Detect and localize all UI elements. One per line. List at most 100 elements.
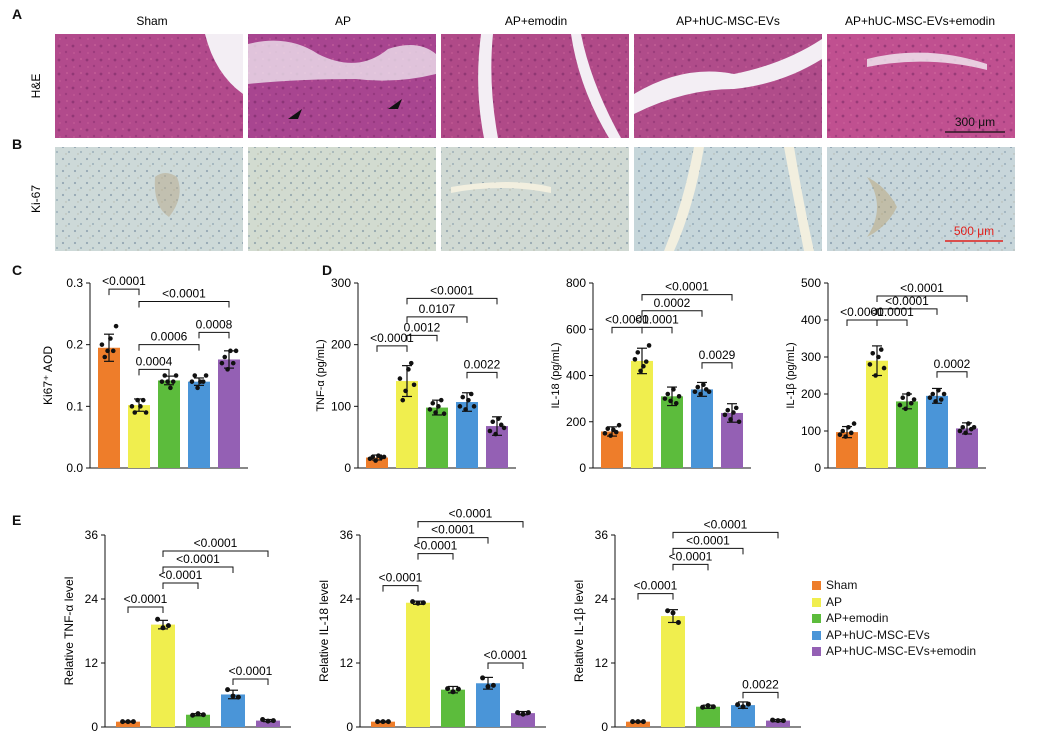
- data-point: [933, 399, 938, 404]
- significance-bracket: <0.0001: [641, 280, 733, 301]
- data-point: [641, 363, 646, 369]
- data-point: [228, 348, 233, 354]
- bar-1: [98, 347, 120, 468]
- data-point: [957, 428, 963, 434]
- tissue-gap: [784, 147, 814, 251]
- data-point: [113, 323, 119, 329]
- bracket-line: [162, 582, 199, 589]
- data-point: [930, 391, 936, 397]
- data-point: [881, 365, 887, 371]
- data-point: [457, 404, 463, 409]
- y-tick-label: 12: [340, 656, 354, 670]
- data-point: [613, 429, 619, 435]
- significance-bracket: <0.0001: [162, 552, 234, 573]
- data-point: [848, 430, 854, 436]
- bracket-line: [611, 326, 643, 334]
- chart-relative-tnf-alpha: 0 12 24 36 Relative TNF-α level <0.0001 <0.000…: [62, 528, 291, 734]
- data-point: [731, 410, 736, 415]
- legend-label: Sham: [826, 578, 858, 592]
- bar-4: [476, 683, 500, 727]
- bracket-line: [641, 310, 703, 317]
- micrograph-texture: [441, 147, 629, 251]
- data-point: [385, 719, 391, 725]
- p-value-label: <0.0001: [900, 281, 944, 295]
- significance-bracket: <0.0001: [102, 274, 146, 296]
- data-point: [160, 625, 166, 631]
- tissue-gap: [154, 173, 180, 217]
- p-value-label: 0.0008: [196, 317, 233, 331]
- data-point: [515, 710, 521, 716]
- significance-bracket: 0.0022: [464, 357, 501, 379]
- p-value-label: <0.0001: [840, 305, 884, 319]
- data-point: [195, 385, 200, 391]
- bar-1: [116, 721, 140, 727]
- significance-bracket: <0.0001: [876, 281, 968, 302]
- tissue-gap: [571, 34, 621, 138]
- bar-4: [731, 705, 755, 727]
- bracket-line: [376, 345, 408, 352]
- legend-swatch-icon: [812, 614, 821, 623]
- data-point: [608, 433, 613, 438]
- data-point: [490, 682, 496, 688]
- p-value-label: <0.0001: [176, 552, 220, 566]
- y-tick-label: 0: [91, 720, 98, 734]
- data-point: [381, 454, 387, 460]
- data-point: [110, 348, 116, 354]
- data-point: [837, 432, 843, 437]
- significance-bracket: 0.0029: [699, 348, 736, 369]
- significance-bracket: <0.0001: [370, 331, 414, 352]
- data-point: [235, 694, 241, 700]
- legend-item-ap-evs-emodin: AP+hUC-MSC-EVs+emodin: [812, 643, 976, 660]
- data-point: [460, 394, 466, 400]
- data-point: [646, 343, 652, 348]
- legend-swatch-icon: [812, 630, 821, 640]
- data-point: [230, 360, 236, 366]
- data-point: [635, 719, 641, 725]
- data-point: [189, 379, 195, 384]
- data-point: [728, 417, 733, 422]
- p-value-label: <0.0001: [686, 533, 730, 547]
- data-point: [692, 389, 698, 394]
- bracket-line: [406, 316, 468, 323]
- bar-1: [371, 721, 395, 727]
- bar-4: [221, 694, 245, 727]
- bar-3: [158, 380, 180, 468]
- bracket-line: [742, 691, 779, 699]
- data-point: [897, 402, 903, 408]
- data-point: [960, 425, 966, 430]
- bar-4: [926, 395, 948, 468]
- data-point: [520, 711, 526, 717]
- bar-4: [691, 389, 713, 468]
- data-point: [397, 376, 403, 381]
- he-micrograph: [634, 34, 822, 138]
- data-point: [129, 404, 135, 409]
- y-tick-label: 200: [566, 415, 586, 429]
- y-tick-label: 0: [579, 461, 586, 475]
- tissue-gap: [664, 147, 704, 251]
- data-point: [471, 404, 477, 409]
- bar-1: [366, 457, 388, 468]
- p-value-label: <0.0001: [704, 517, 748, 531]
- column-title: Sham: [136, 14, 167, 28]
- data-point: [870, 351, 876, 356]
- bracket-line: [876, 295, 968, 302]
- data-point: [908, 400, 914, 406]
- bar-1: [836, 432, 858, 468]
- bracket-line: [936, 371, 968, 378]
- p-value-label: <0.0001: [430, 283, 474, 297]
- data-point: [936, 388, 941, 393]
- y-tick-label: 600: [566, 322, 586, 336]
- data-point: [230, 693, 236, 699]
- data-point: [168, 385, 173, 391]
- chart-ki67-aod: 0.0 0.1 0.2 0.3 Ki67⁺ AOD <0.0001 <0.0001 0.000…: [41, 274, 248, 475]
- data-point: [190, 712, 196, 718]
- p-value-label: <0.0001: [449, 507, 493, 521]
- bracket-line: [417, 521, 524, 528]
- p-value-label: <0.0001: [870, 305, 914, 319]
- bar-3: [696, 706, 720, 727]
- data-point: [740, 704, 746, 710]
- data-point: [735, 702, 741, 708]
- data-point: [665, 391, 671, 397]
- data-point: [135, 397, 140, 403]
